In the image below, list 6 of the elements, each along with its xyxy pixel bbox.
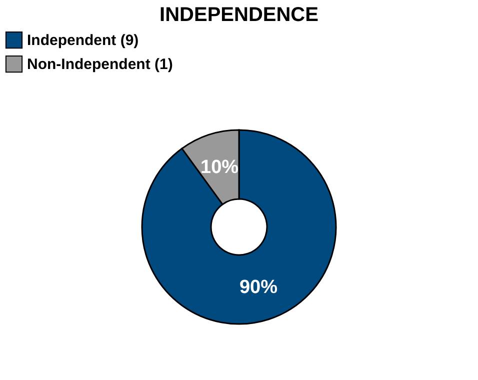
chart-title: INDEPENDENCE: [160, 4, 318, 26]
legend-label: Non-Independent (1): [27, 56, 173, 73]
data-label: 90%: [239, 276, 278, 298]
data-label: 10%: [200, 157, 239, 178]
donut-slice: [141, 129, 337, 325]
legend-label: Independent (9): [27, 32, 139, 49]
